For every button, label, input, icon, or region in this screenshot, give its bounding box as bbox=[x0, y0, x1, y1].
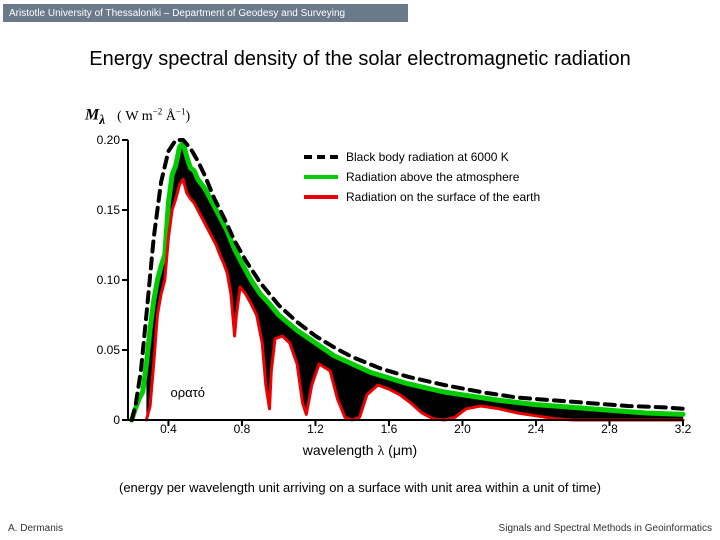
y-axis-label: Mλ ( W m−2 Å−1) bbox=[85, 106, 190, 128]
legend-item-surface: Radiation on the surface of the earth bbox=[304, 190, 540, 204]
y-tick-label: 0.10 bbox=[80, 273, 120, 287]
y-tick-label: 0.20 bbox=[80, 133, 120, 147]
y-unit: ( W m−2 Å−1) bbox=[117, 109, 190, 124]
y-tick-label: 0.15 bbox=[80, 203, 120, 217]
y-tick-label: 0.05 bbox=[80, 343, 120, 357]
legend-item-blackbody: Black body radiation at 6000 K bbox=[304, 150, 540, 164]
legend-swatch bbox=[304, 155, 338, 159]
legend-swatch bbox=[304, 175, 338, 179]
caption: (energy per wavelength unit arriving on … bbox=[0, 480, 720, 495]
page-title: Energy spectral density of the solar ele… bbox=[0, 48, 720, 71]
footer-right: Signals and Spectral Methods in Geoinfor… bbox=[499, 523, 712, 534]
header-text: Aristotle University of Thessaloniki – D… bbox=[9, 8, 345, 19]
x-tick-label: 2.0 bbox=[442, 422, 482, 436]
footer-left: A. Dermanis bbox=[8, 523, 63, 534]
header-bar: Aristotle University of Thessaloniki – D… bbox=[3, 4, 408, 22]
legend-label: Radiation above the atmosphere bbox=[346, 170, 519, 184]
chart-area: Black body radiation at 6000 K Radiation … bbox=[128, 140, 683, 420]
x-tick-label: 3.2 bbox=[663, 422, 703, 436]
slide-root: Aristotle University of Thessaloniki – D… bbox=[0, 0, 720, 540]
y-symbol: M bbox=[85, 107, 99, 124]
legend-label: Radiation on the surface of the earth bbox=[346, 190, 540, 204]
legend: Black body radiation at 6000 K Radiation … bbox=[304, 150, 540, 210]
x-tick-label: 0.4 bbox=[148, 422, 188, 436]
x-tick-label: 2.4 bbox=[516, 422, 556, 436]
x-tick-label: 1.2 bbox=[295, 422, 335, 436]
x-tick-label: 2.8 bbox=[589, 422, 629, 436]
legend-item-above_atmos: Radiation above the atmosphere bbox=[304, 170, 540, 184]
y-subscript: λ bbox=[99, 112, 105, 127]
y-tick-label: 0 bbox=[80, 413, 120, 427]
legend-swatch bbox=[304, 195, 338, 199]
visible-band-label: ορατό bbox=[170, 385, 205, 400]
x-tick-label: 1.6 bbox=[369, 422, 409, 436]
x-axis-label: wavelength λ (μm) bbox=[0, 442, 720, 460]
legend-label: Black body radiation at 6000 K bbox=[346, 150, 509, 164]
x-tick-label: 0.8 bbox=[222, 422, 262, 436]
